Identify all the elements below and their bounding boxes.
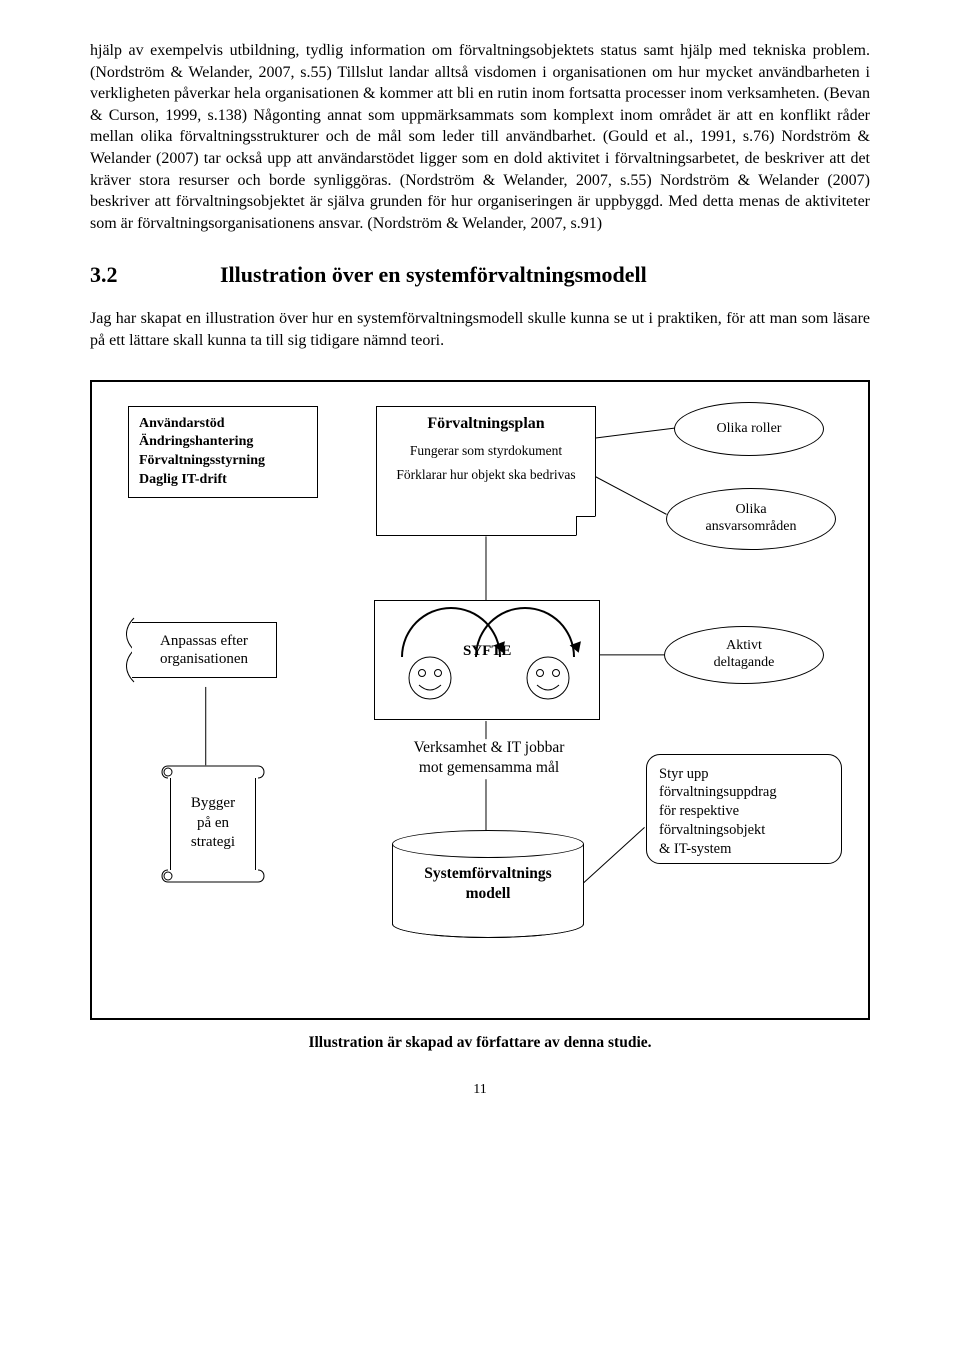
scroll-curl-icon: [160, 868, 266, 884]
list-item: Ändringshantering: [139, 433, 307, 452]
section-heading: 3.2 Illustration över en systemförvaltni…: [90, 262, 870, 288]
ellipse-label: Olika roller: [717, 421, 782, 437]
syfte-box: SYFTE: [374, 600, 600, 720]
ellipse-roles: Olika roller: [674, 402, 824, 456]
rounded-line: förvaltningsobjekt: [659, 822, 765, 838]
heading-title: Illustration över en systemförvaltningsm…: [220, 262, 647, 288]
ellipse-label: Olika: [735, 502, 766, 519]
smiley-icon: [407, 655, 453, 701]
flag-line: Anpassas efter: [160, 633, 248, 649]
flag-body: Anpassas efter organisationen: [132, 622, 277, 678]
heading-number: 3.2: [90, 262, 220, 288]
ellipse-active: Aktivt deltagande: [664, 626, 824, 684]
list-item: Daglig IT-drift: [139, 471, 307, 490]
goal-text: Verksamhet & IT jobbar mot gemensamma må…: [384, 738, 594, 778]
ellipse-label: ansvarsområden: [706, 519, 797, 536]
scroll-shape: Bygger på en strategi: [160, 764, 266, 884]
page-fold-icon: [576, 516, 596, 536]
plan-line: Förklarar hur objekt ska bedrivas: [385, 467, 587, 483]
cylinder-line: Systemförvaltnings: [424, 864, 551, 883]
plan-title: Förvaltningsplan: [385, 415, 587, 433]
scroll-line: Bygger: [191, 794, 235, 814]
ellipse-label: deltagande: [714, 655, 775, 672]
diagram-frame: Användarstöd Ändringshantering Förvaltni…: [90, 380, 870, 1020]
cylinder-top-icon: [392, 830, 584, 858]
figure-caption: Illustration är skapad av författare av …: [90, 1034, 870, 1052]
plan-line: Fungerar som styrdokument: [385, 443, 587, 459]
list-item: Förvaltningsstyrning: [139, 452, 307, 471]
smiley-icon: [525, 655, 571, 701]
ellipse-areas: Olika ansvarsområden: [666, 488, 836, 550]
rounded-box: Styr upp förvaltningsuppdrag för respekt…: [646, 754, 842, 864]
rounded-line: för respektive: [659, 803, 739, 819]
syfte-label: SYFTE: [463, 643, 511, 660]
flag-line: organisationen: [160, 651, 248, 667]
rounded-line: förvaltningsuppdrag: [659, 784, 777, 800]
body-paragraph: hjälp av exempelvis utbildning, tydlig i…: [90, 40, 870, 234]
plan-box: Förvaltningsplan Fungerar som styrdokume…: [376, 406, 596, 536]
goal-line: Verksamhet & IT jobbar: [414, 739, 565, 756]
rounded-line: & IT-system: [659, 841, 731, 857]
scroll-line: strategi: [191, 833, 235, 853]
page-number: 11: [90, 1082, 870, 1098]
cylinder-shape: Systemförvaltnings modell: [392, 830, 584, 938]
flag-shape: Anpassas efter organisationen: [120, 608, 288, 686]
list-item: Användarstöd: [139, 415, 307, 434]
intro-paragraph: Jag har skapat en illustration över hur …: [90, 308, 870, 351]
activities-box: Användarstöd Ändringshantering Förvaltni…: [128, 406, 318, 498]
ellipse-label: Aktivt: [726, 638, 762, 655]
rounded-line: Styr upp: [659, 766, 709, 782]
scroll-line: på en: [197, 814, 229, 834]
cylinder-bottom-front-icon: [392, 924, 584, 938]
goal-line: mot gemensamma mål: [419, 759, 559, 776]
diagram: Användarstöd Ändringshantering Förvaltni…: [106, 402, 854, 1004]
scroll-body: Bygger på en strategi: [170, 778, 256, 870]
cylinder-line: modell: [466, 884, 511, 903]
